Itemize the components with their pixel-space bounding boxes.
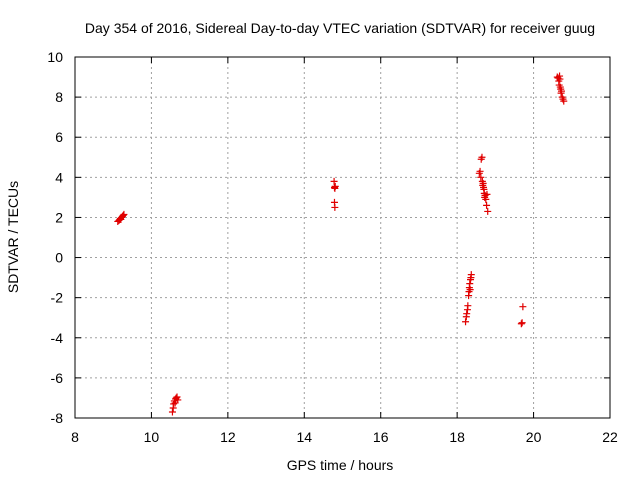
data-point-plus — [119, 211, 127, 219]
data-point-plus — [466, 286, 474, 294]
y-tick-label: 8 — [55, 89, 63, 105]
data-point-plus — [477, 173, 485, 181]
data-point-plus — [478, 153, 486, 161]
plot-frame — [74, 56, 611, 419]
y-tick-label: -2 — [51, 290, 64, 306]
data-point-plus — [466, 280, 474, 288]
data-point-plus — [464, 302, 472, 310]
data-point-plus — [330, 177, 338, 185]
x-tick-label: 8 — [71, 429, 79, 445]
data-point-plus — [483, 201, 491, 209]
y-tick-label: 4 — [55, 169, 63, 185]
axis-ticks — [74, 56, 611, 419]
data-point-plus — [518, 319, 526, 327]
data-point-plus — [519, 303, 527, 311]
data-point-plus — [331, 182, 339, 190]
grid — [75, 57, 610, 418]
x-tick-label: 16 — [373, 429, 389, 445]
x-tick-label: 10 — [144, 429, 160, 445]
y-tick-label: -6 — [51, 370, 64, 386]
y-tick-label: -4 — [51, 330, 64, 346]
data-point-plus — [462, 318, 470, 326]
y-tick-label: -8 — [51, 410, 64, 426]
x-tick-label: 18 — [449, 429, 465, 445]
data-point-plus — [463, 310, 471, 318]
data-point-plus — [331, 203, 339, 211]
tick-labels: 8 10 12 14 16 18 20 22 -8 -6 -4 -2 0 2 4 6 8 10 — [47, 49, 618, 445]
x-tick-label: 22 — [602, 429, 618, 445]
data-point-plus — [484, 207, 492, 215]
data-point-plus — [557, 87, 565, 95]
data-point-plus — [467, 271, 475, 279]
data-point-plus — [476, 167, 484, 175]
chart-title: Day 354 of 2016, Sidereal Day-to-day VTE… — [85, 20, 595, 36]
data-point-plus — [517, 320, 525, 328]
y-tick-label: 10 — [47, 49, 63, 65]
data-point-plus — [174, 396, 182, 404]
y-tick-label: 6 — [55, 129, 63, 145]
x-axis-label: GPS time / hours — [287, 457, 394, 473]
x-tick-label: 20 — [526, 429, 542, 445]
data-point-plus — [556, 72, 564, 80]
data-points — [114, 72, 568, 416]
data-point-plus — [120, 210, 128, 218]
data-point-plus — [168, 408, 176, 416]
x-tick-label: 14 — [296, 429, 312, 445]
data-point-plus — [482, 195, 490, 203]
data-point-plus — [483, 190, 491, 198]
data-point-plus — [170, 400, 178, 408]
y-axis-label: SDTVAR / TECUs — [5, 181, 21, 293]
data-point-plus — [479, 179, 487, 187]
y-tick-label: 2 — [55, 209, 63, 225]
data-point-plus — [560, 97, 568, 105]
y-tick-label: 0 — [55, 250, 63, 266]
data-point-plus — [173, 393, 181, 401]
x-tick-label: 12 — [220, 429, 236, 445]
